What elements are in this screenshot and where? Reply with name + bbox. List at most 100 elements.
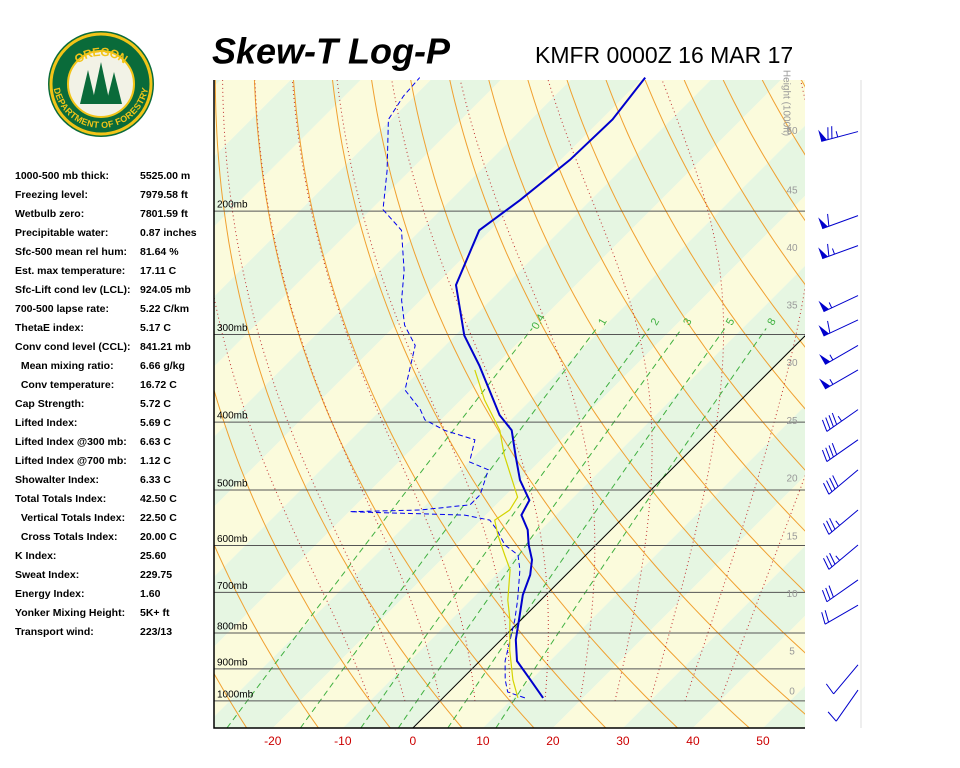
isotherm-band	[482, 405, 805, 728]
barb-full	[827, 213, 830, 227]
wind-barb	[823, 544, 859, 570]
dry-adiabat	[644, 80, 805, 348]
barb-full	[828, 585, 834, 598]
barb-staff	[826, 439, 859, 463]
stat-label: Lifted Index @700 mb:	[15, 455, 127, 467]
x-tick-label: 0	[410, 734, 417, 748]
height-tick-label: 15	[786, 531, 798, 542]
wind-barb	[827, 689, 859, 722]
dry-adiabat	[919, 80, 960, 728]
mixing-ratio-line	[495, 328, 767, 728]
height-tick-label: 20	[786, 473, 798, 484]
stat-label: Vertical Totals Index:	[15, 512, 125, 524]
barb-full	[827, 243, 830, 257]
stat-label: Conv temperature:	[15, 379, 114, 391]
mixing-ratio-line	[226, 328, 533, 728]
barb-full	[827, 711, 837, 722]
x-tick-label: -10	[334, 734, 352, 748]
stat-value: 841.21 mb	[140, 341, 191, 353]
barb-pennant	[818, 300, 829, 312]
stat-value: 7979.58 ft	[140, 189, 188, 201]
y-tick-label: 1000mb	[217, 690, 254, 701]
dry-adiabat	[214, 388, 391, 728]
stat-label: Yonker Mixing Height:	[15, 607, 125, 619]
stat-value: 229.75	[140, 569, 172, 581]
mixing-ratio-label: 3	[681, 316, 694, 327]
barb-pennant	[818, 325, 829, 337]
mixing-ratio-line	[299, 328, 597, 728]
y-tick-label: 200mb	[217, 200, 248, 211]
dry-adiabat	[332, 80, 678, 728]
stat-value: 5.72 C	[140, 398, 171, 410]
wind-barb	[818, 213, 859, 230]
stat-label: ThetaE index:	[15, 322, 84, 334]
height-tick-label: 30	[786, 358, 798, 369]
dry-adiabat	[214, 80, 463, 728]
mixing-ratio-label: 2	[649, 316, 662, 327]
y-tick-label: 800mb	[217, 622, 248, 633]
y-tick-label: 500mb	[217, 479, 248, 490]
dry-adiabat	[840, 80, 960, 728]
stat-label: Mean mixing ratio:	[15, 360, 114, 372]
logo: OREGON DEPARTMENT OF FORESTRY	[48, 31, 154, 137]
stat-label: 1000-500 mb thick:	[15, 170, 109, 182]
dry-adiabat	[371, 80, 750, 728]
barb-staff	[828, 544, 859, 570]
mixing-ratio-line	[447, 328, 726, 728]
moist-adiabat	[391, 80, 549, 701]
barb-staff	[833, 664, 859, 695]
stat-label: Est. max temperature:	[15, 265, 125, 277]
stat-value: 81.64 %	[140, 246, 179, 258]
height-tick-label: 25	[786, 416, 798, 427]
sounding-line	[454, 76, 646, 699]
stat-label: Cap Strength:	[15, 398, 84, 410]
stat-label: Cross Totals Index:	[15, 531, 118, 543]
wind-barb	[821, 604, 859, 625]
x-tick-label: 30	[616, 734, 630, 748]
stat-label: Wetbulb zero:	[15, 208, 84, 220]
barb-pennant	[818, 247, 828, 259]
stat-label: Freezing level:	[15, 189, 88, 201]
barb-full	[829, 517, 836, 530]
barb-full	[826, 555, 833, 568]
barb-full	[829, 552, 836, 565]
dry-adiabat	[410, 80, 805, 715]
mixing-ratio-line	[397, 328, 683, 728]
moist-adiabat	[222, 80, 406, 702]
moist-adiabat	[459, 80, 596, 701]
stat-value: 16.72 C	[140, 379, 177, 391]
dry-adiabat	[605, 80, 805, 410]
mixing-ratio-label: 5	[724, 316, 737, 327]
stat-label: 700-500 lapse rate:	[15, 303, 109, 315]
barb-full	[825, 417, 831, 430]
plot: 0.4 1 2 3 5 8200mb300mb400mb500mb600mb700mb80…	[213, 70, 862, 748]
x-tick-label: 20	[546, 734, 560, 748]
barb-staff	[835, 689, 859, 722]
height-tick-label: 45	[786, 185, 798, 196]
stat-label: Precipitable water:	[15, 227, 108, 239]
barb-full	[828, 415, 834, 428]
stat-label: Sfc-Lift cond lev (LCL):	[15, 284, 131, 296]
isotherm-band	[272, 195, 805, 728]
wind-barb	[819, 369, 859, 390]
wind-barb	[818, 295, 859, 313]
title: Skew-T Log-P	[212, 31, 451, 72]
freezing-isotherm	[412, 335, 805, 728]
barb-full	[832, 475, 839, 487]
isotherm-band	[692, 615, 805, 728]
moist-adiabat	[649, 80, 725, 702]
stat-label: Lifted Index @300 mb:	[15, 436, 127, 448]
dry-adiabat	[449, 80, 805, 654]
dry-adiabat	[880, 80, 960, 728]
stat-value: 5K+ ft	[140, 607, 170, 619]
stat-value: 5.17 C	[140, 322, 171, 334]
barb-full	[821, 590, 828, 602]
stat-value: 1.60	[140, 588, 161, 600]
height-tick-label: 50	[786, 126, 798, 137]
barb-staff	[826, 409, 859, 432]
barb-staff	[828, 509, 859, 535]
wind-barb	[825, 664, 859, 695]
stat-value: 0.87 inches	[140, 227, 197, 239]
stat-value: 6.66 g/kg	[140, 360, 185, 372]
